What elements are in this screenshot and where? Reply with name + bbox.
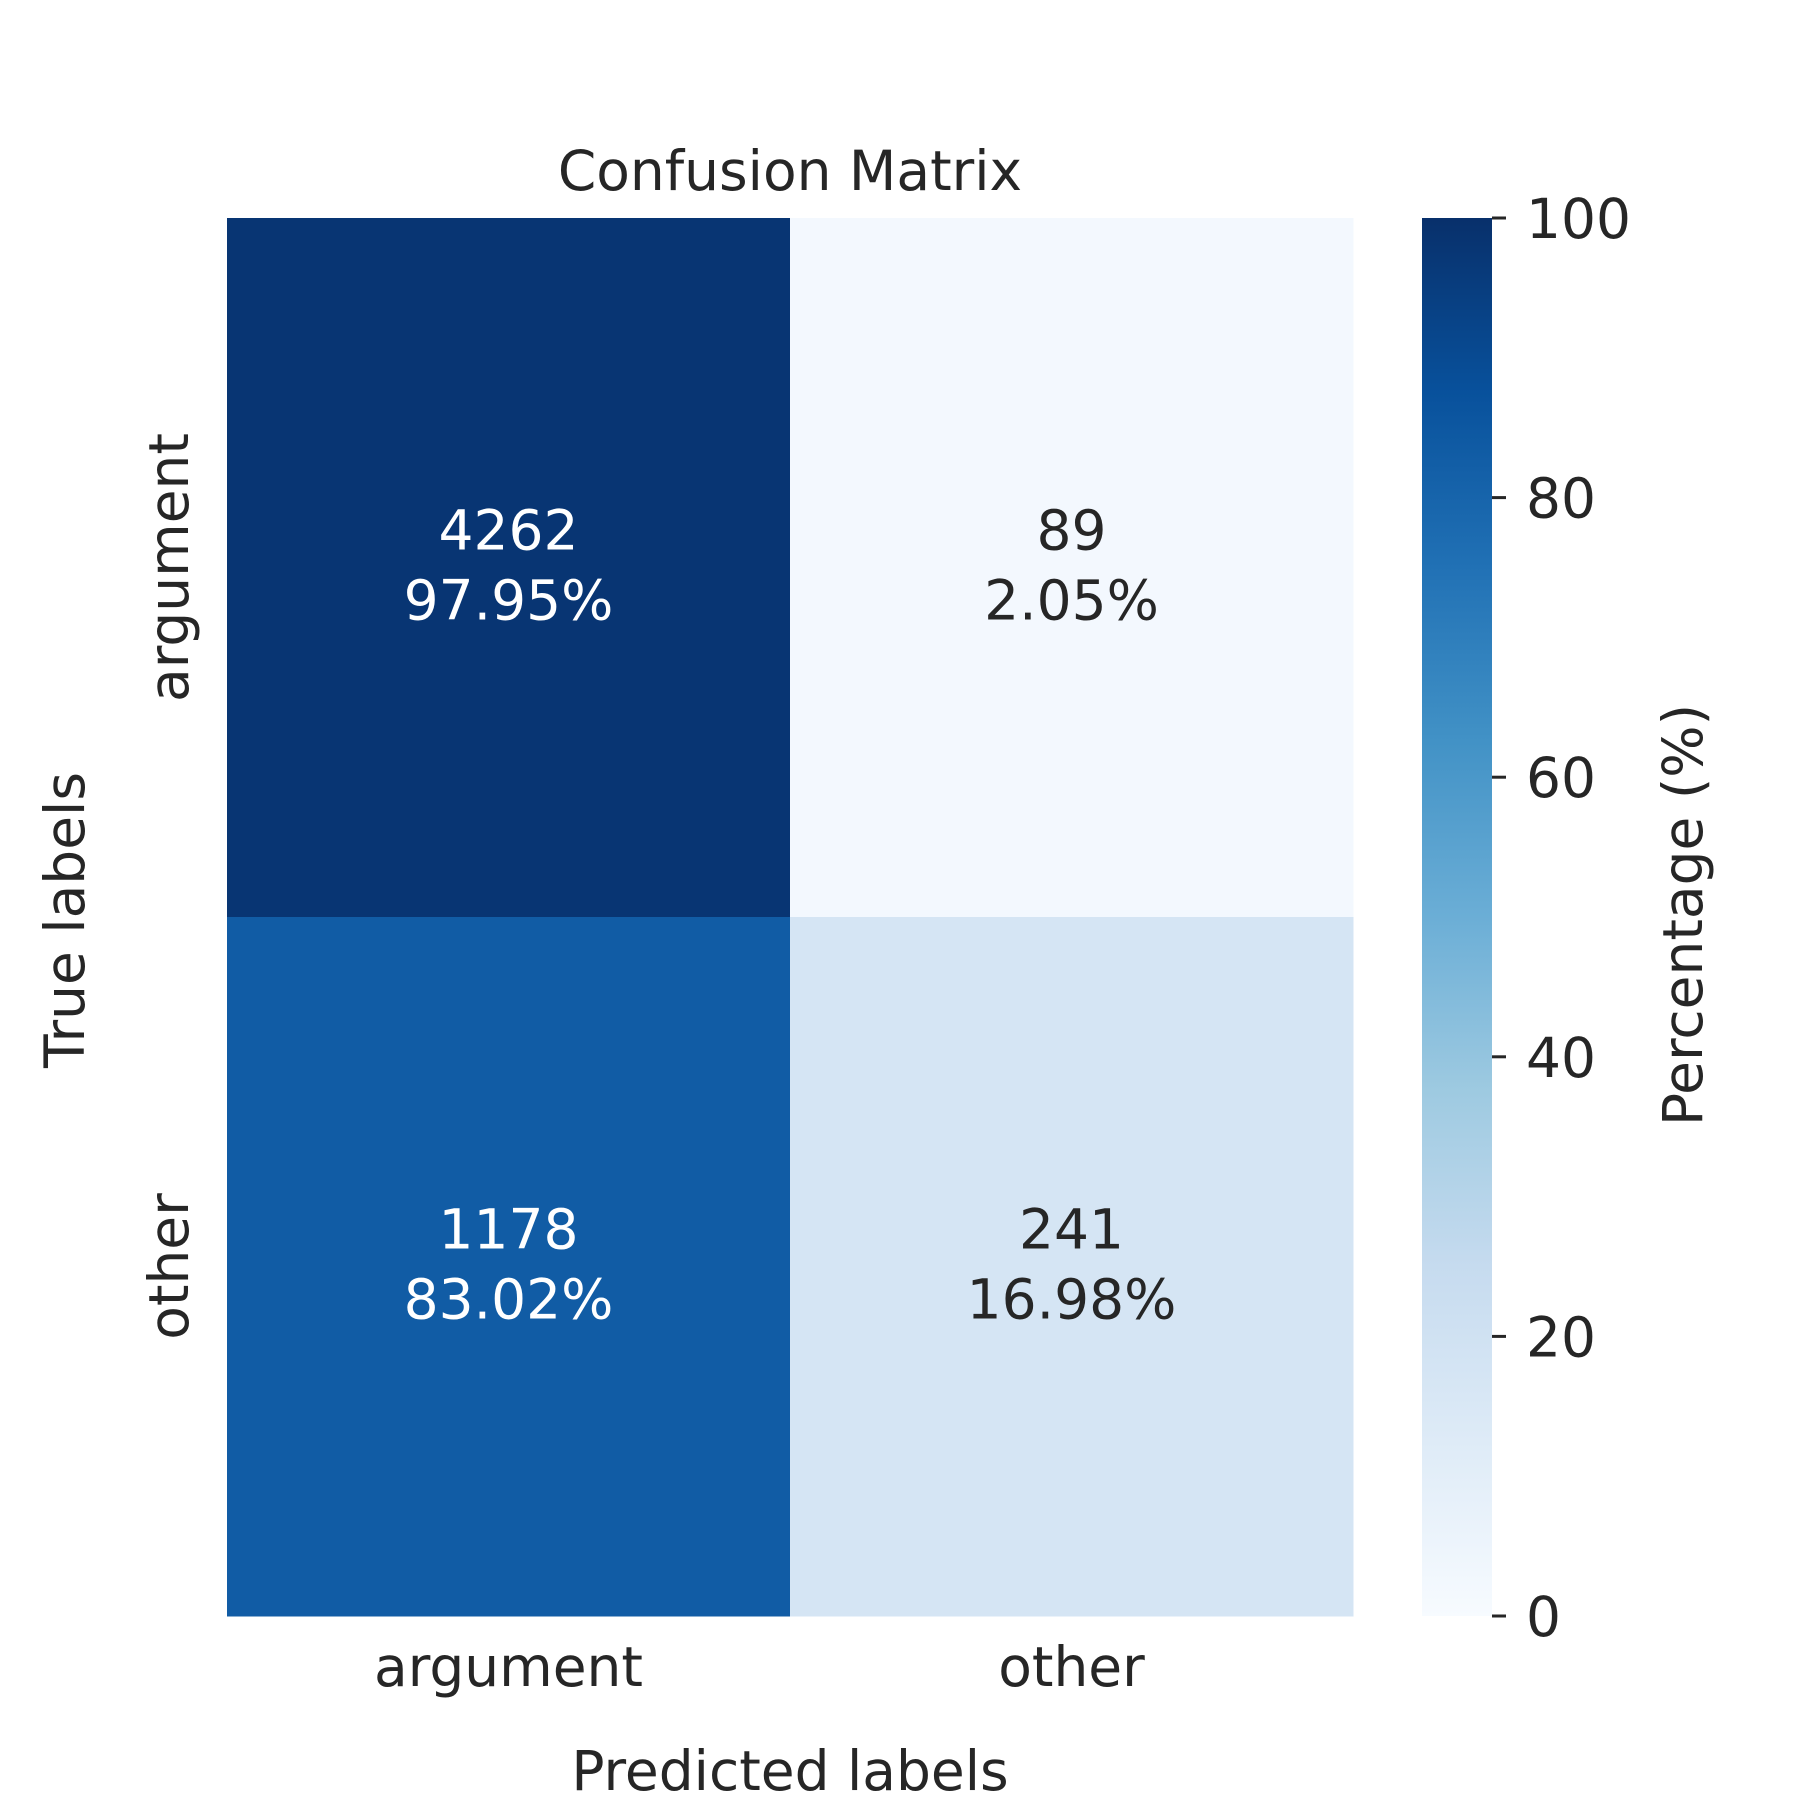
cell-percent-label: 83.02% xyxy=(404,1268,614,1332)
x-tick-label: other xyxy=(998,1635,1145,1699)
heatmap-cell xyxy=(227,917,791,1617)
cell-count-label: 89 xyxy=(1037,499,1107,563)
chart-title: Confusion Matrix xyxy=(558,139,1022,203)
cell-count-label: 241 xyxy=(1019,1198,1124,1262)
colorbar-tick-label: 0 xyxy=(1526,1585,1561,1649)
cell-percent-label: 97.95% xyxy=(404,569,614,633)
colorbar-label: Percentage (%) xyxy=(1651,704,1715,1126)
colorbar xyxy=(1422,218,1492,1616)
heatmap-cells xyxy=(227,218,1354,1617)
colorbar-tick-label: 60 xyxy=(1526,746,1596,810)
cell-count-label: 1178 xyxy=(439,1198,579,1262)
colorbar-tick-label: 20 xyxy=(1526,1305,1596,1369)
x-tick-labels: argument other xyxy=(374,1635,1145,1699)
x-tick-label: argument xyxy=(374,1635,643,1699)
x-axis-label: Predicted labels xyxy=(571,1739,1008,1800)
y-tick-labels: argument other xyxy=(137,433,201,1340)
cell-percent-label: 16.98% xyxy=(967,1268,1177,1332)
y-axis-label: True labels xyxy=(33,772,97,1069)
colorbar-tick-label: 100 xyxy=(1526,187,1631,251)
heatmap-cell xyxy=(790,917,1354,1617)
heatmap-cell xyxy=(790,218,1354,918)
cell-count-label: 4262 xyxy=(439,499,579,563)
colorbar-tick-label: 40 xyxy=(1526,1026,1596,1090)
cell-percent-label: 2.05% xyxy=(984,569,1159,633)
y-tick-label: other xyxy=(137,1193,201,1340)
y-tick-label: argument xyxy=(137,433,201,702)
colorbar-ticks: 0 20 40 60 80 100 xyxy=(1492,187,1631,1649)
colorbar-tick-label: 80 xyxy=(1526,467,1596,531)
heatmap-cell xyxy=(227,218,791,918)
